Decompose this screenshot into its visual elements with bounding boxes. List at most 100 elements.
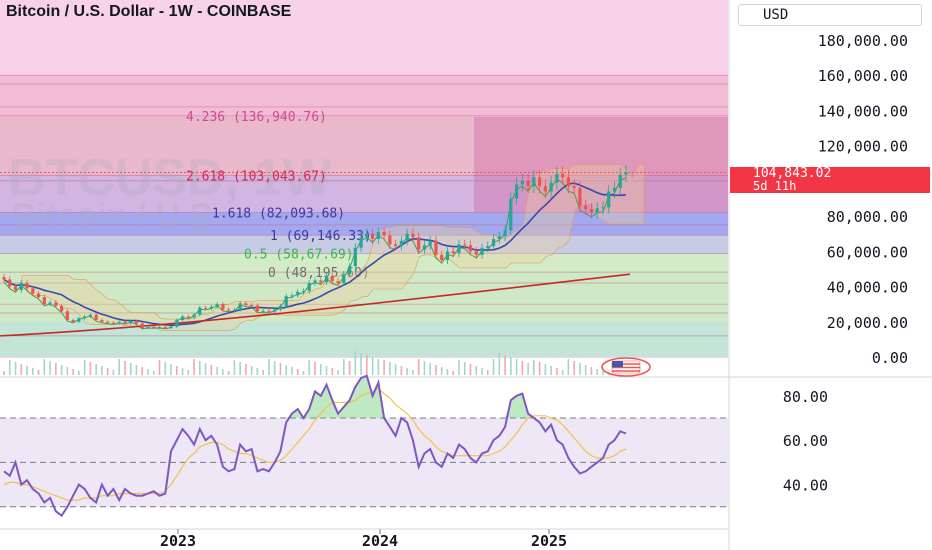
volume-bar	[435, 365, 437, 375]
candle	[232, 309, 236, 311]
volume-bar	[245, 364, 247, 375]
candle	[595, 208, 599, 213]
chart-watermark: BTCUSD, 1W Bitcoin / U.S.	[8, 149, 332, 235]
price-axis[interactable]: 0.00 20,000.00 40,000.00 60,000.00 80,000.00…	[728, 0, 932, 550]
volume-bar	[475, 366, 478, 375]
volume-bar	[170, 364, 172, 375]
candle	[83, 316, 87, 319]
volume-bar	[49, 361, 51, 375]
candle	[514, 184, 519, 199]
candle	[296, 291, 300, 296]
candle	[244, 303, 248, 306]
candle	[440, 254, 444, 261]
volume-bar	[481, 368, 483, 375]
volume-bar	[429, 363, 431, 375]
candle	[330, 275, 334, 282]
us-flag-icon[interactable]	[601, 357, 651, 377]
candle	[376, 231, 380, 240]
candle	[520, 180, 524, 185]
current-price-value: 104,843.02	[753, 166, 832, 181]
candle	[123, 321, 127, 324]
volume-bar	[538, 362, 541, 375]
volume-bar	[342, 359, 345, 375]
volume-bar	[83, 360, 86, 375]
candle	[59, 305, 64, 312]
candle	[19, 283, 23, 291]
candle	[428, 240, 432, 246]
volume-bar	[579, 363, 581, 375]
currency-selector[interactable]: USD	[738, 4, 922, 26]
volume-bar	[250, 366, 253, 375]
rsi-tick-label: 80.00	[783, 388, 828, 406]
volume-bar	[400, 366, 403, 375]
candle	[370, 233, 375, 240]
chart-title[interactable]: Bitcoin / U.S. Dollar - 1W - COINBASE	[6, 3, 292, 20]
volume-bar	[8, 360, 11, 375]
candle	[359, 237, 363, 248]
candle	[491, 239, 496, 247]
time-axis[interactable]: 2023 2024 2025	[0, 528, 728, 550]
candle	[405, 233, 409, 241]
volume-bar	[354, 351, 357, 375]
candle	[140, 323, 144, 328]
candle	[497, 236, 501, 240]
volume-bar	[590, 367, 593, 375]
rsi-pane	[0, 374, 932, 518]
candle	[152, 327, 156, 329]
volume-bar	[101, 366, 103, 375]
current-price-label: 104,843.02 5d 11h	[730, 167, 930, 193]
volume-bar	[446, 369, 449, 375]
volume-bar	[504, 355, 506, 375]
candle	[267, 310, 271, 312]
candle	[399, 240, 403, 247]
candle	[480, 247, 484, 255]
candle	[555, 173, 559, 183]
candle	[474, 251, 478, 255]
candle	[163, 327, 167, 329]
fib-label: 1.618 (82,093.68)	[212, 206, 345, 221]
candle	[175, 320, 179, 327]
candle	[503, 230, 507, 237]
candle	[578, 187, 582, 206]
volume-bar	[314, 362, 316, 375]
candle	[313, 280, 317, 284]
rsi-tick-label: 60.00	[783, 432, 828, 450]
rsi-axis[interactable]: 40.00 60.00 80.00	[783, 388, 828, 495]
volume-bar	[43, 359, 46, 375]
volume-bar	[89, 362, 92, 375]
candle	[543, 186, 547, 192]
volume-bar	[533, 360, 535, 375]
candle	[146, 327, 150, 329]
candle	[324, 275, 329, 283]
volume-bar	[492, 359, 495, 375]
volume-bar	[389, 362, 391, 375]
candle	[157, 327, 162, 329]
candle	[25, 283, 29, 289]
volume-bar	[348, 361, 351, 375]
volume-bar	[423, 361, 426, 375]
candle	[65, 311, 69, 321]
fib-zones	[0, 0, 728, 358]
volume-bar	[175, 366, 178, 375]
fib-label: 2.618 (103,043.67)	[186, 170, 327, 185]
candle	[13, 286, 18, 291]
candle	[31, 288, 35, 294]
fib-label: 1 (69,146.33)	[270, 229, 372, 244]
volume-bar	[199, 361, 201, 375]
zone-1618	[0, 212, 728, 236]
volume-bar	[406, 368, 408, 375]
volume-bar	[239, 362, 241, 375]
volume-bar	[371, 357, 374, 375]
volume-bar	[55, 363, 57, 375]
candle	[342, 274, 346, 284]
candle	[255, 305, 260, 312]
candle	[111, 322, 116, 324]
volume-bar	[222, 369, 224, 375]
candle	[2, 277, 6, 280]
volume-bar	[440, 367, 443, 375]
price-tick-label: 60,000.00	[827, 243, 908, 261]
candle	[445, 251, 450, 261]
volume-bar	[273, 361, 276, 375]
rsi-line	[3, 374, 627, 518]
